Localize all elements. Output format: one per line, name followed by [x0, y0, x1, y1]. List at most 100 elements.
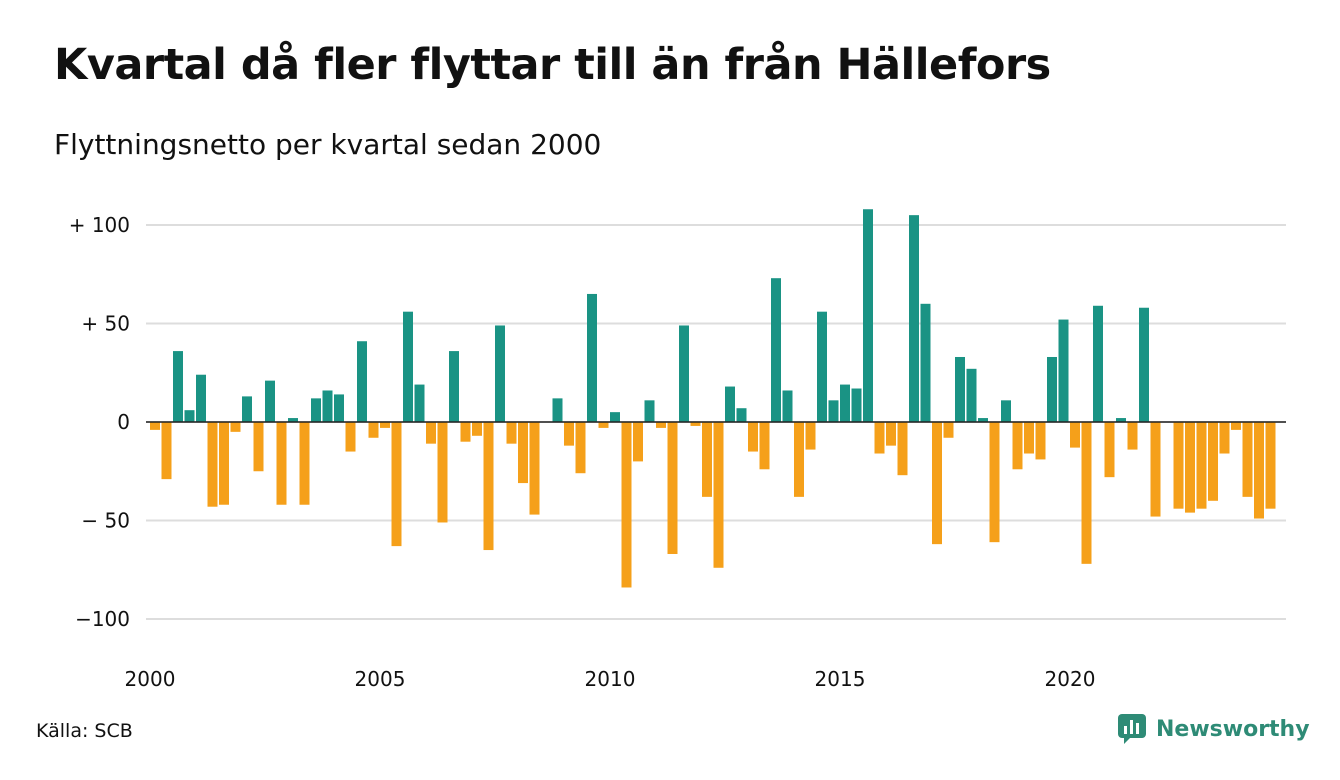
- bar: [690, 422, 701, 426]
- bar: [184, 410, 195, 422]
- bar: [644, 400, 655, 422]
- bar: [725, 386, 735, 422]
- bar: [771, 278, 781, 422]
- bar: [495, 325, 505, 422]
- x-axis-labels: 2000 2005 2010 2015 2020: [125, 667, 1096, 691]
- bar: [483, 422, 494, 551]
- bar: [403, 311, 413, 422]
- bar: [679, 325, 689, 422]
- y-axis-labels: + 100 + 50 0 − 50 −100: [69, 213, 130, 631]
- bar: [1047, 356, 1057, 422]
- bar: [1208, 422, 1218, 501]
- bar: [253, 422, 264, 472]
- bar: [817, 311, 827, 422]
- bar: [1024, 422, 1034, 454]
- bar: [943, 422, 954, 438]
- bar: [610, 412, 620, 422]
- bar: [840, 384, 850, 422]
- bar: [1173, 422, 1184, 509]
- bar: [932, 422, 942, 545]
- bar: [713, 422, 724, 568]
- bar: [1139, 307, 1149, 422]
- bar: [955, 356, 965, 422]
- bar: [299, 422, 310, 505]
- bar: [1219, 422, 1230, 454]
- bar: [909, 215, 919, 422]
- bar: [736, 408, 747, 422]
- bar: [242, 396, 252, 422]
- bar: [1104, 422, 1115, 478]
- bar: [161, 422, 172, 480]
- x-tick-label: 2020: [1045, 667, 1096, 691]
- bar: [1116, 418, 1126, 422]
- bar: [449, 351, 459, 422]
- bar: [920, 303, 931, 422]
- bar: [794, 422, 804, 497]
- bar: [897, 422, 908, 476]
- bar: [575, 422, 586, 474]
- bar: [748, 422, 758, 452]
- bar: [1081, 422, 1092, 564]
- bar: [805, 422, 816, 450]
- bar: [437, 422, 448, 523]
- bar: [276, 422, 287, 505]
- bar: [368, 422, 379, 438]
- bar: [207, 422, 218, 507]
- bar: [656, 422, 666, 428]
- bar: [759, 422, 770, 470]
- y-tick-label: −100: [75, 607, 130, 631]
- bar: [851, 388, 862, 422]
- bar: [1265, 422, 1276, 509]
- bar: [621, 422, 632, 588]
- bar: [1196, 422, 1207, 509]
- bar: [1012, 422, 1023, 470]
- bar: [391, 422, 402, 547]
- x-tick-label: 2015: [815, 667, 866, 691]
- brand-logo: Newsworthy: [1118, 714, 1310, 744]
- bar: [587, 293, 597, 422]
- bar: [311, 398, 321, 422]
- bar: [345, 422, 356, 452]
- bar: [564, 422, 574, 446]
- bar: [150, 422, 160, 430]
- y-tick-label: − 50: [81, 509, 130, 533]
- bar: [265, 380, 275, 422]
- bar: [1093, 305, 1103, 422]
- bar: [1058, 319, 1069, 422]
- bar: [828, 400, 839, 422]
- bar: [506, 422, 517, 444]
- bar: [288, 418, 298, 422]
- bar: [978, 418, 988, 422]
- chart-title: Kvartal då fler flyttar till än från Häl…: [54, 40, 1051, 90]
- bar: [357, 341, 367, 422]
- bar: [414, 384, 425, 422]
- bar: [1254, 422, 1264, 519]
- bar: [334, 394, 344, 422]
- chart-subtitle: Flyttningsnetto per kvartal sedan 2000: [54, 128, 602, 161]
- bar: [529, 422, 540, 515]
- bar: [1001, 400, 1011, 422]
- newsworthy-logo-icon: [1118, 714, 1146, 744]
- x-tick-label: 2000: [125, 667, 176, 691]
- bar: [1070, 422, 1080, 448]
- bar: [1150, 422, 1161, 517]
- bar: [196, 374, 206, 422]
- bar: [460, 422, 471, 442]
- source-label: Källa: SCB: [36, 720, 133, 742]
- bar: [518, 422, 528, 484]
- bar: [472, 422, 482, 436]
- x-tick-label: 2010: [585, 667, 636, 691]
- bar: [989, 422, 1000, 543]
- bar: [173, 351, 183, 422]
- bar: [552, 398, 563, 422]
- bar: [874, 422, 885, 454]
- bars: [150, 209, 1276, 588]
- y-tick-label: + 50: [81, 312, 130, 336]
- bar: [782, 390, 793, 422]
- bar: [1035, 422, 1046, 460]
- bar: [426, 422, 436, 444]
- brand-name: Newsworthy: [1156, 716, 1310, 742]
- bar: [380, 422, 390, 428]
- bar: [667, 422, 678, 554]
